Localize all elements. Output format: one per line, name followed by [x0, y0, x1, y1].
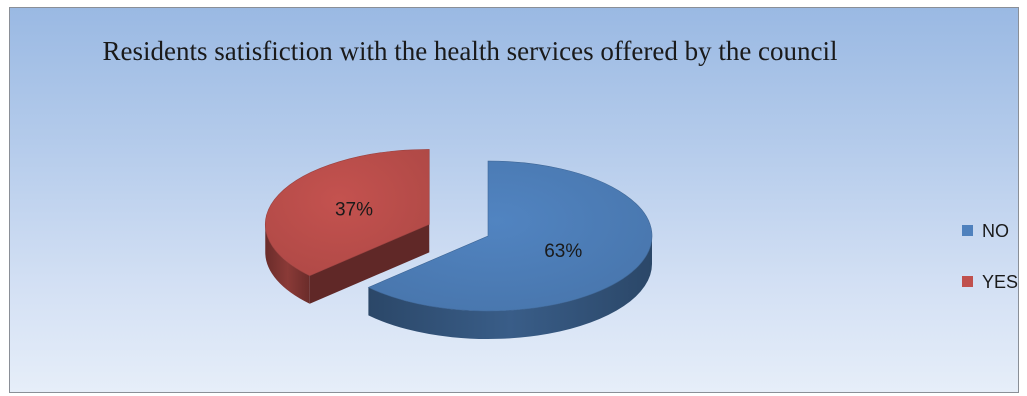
slice-outer-wall-no [368, 236, 652, 339]
legend-item-yes: YES [962, 271, 1018, 293]
data-label-no: 63% [544, 241, 582, 262]
pie-slice-yes [264, 149, 430, 277]
legend-swatch-yes [962, 276, 973, 287]
chart-area: Residents satisfiction with the health s… [9, 7, 1019, 393]
pie-slice-no [367, 160, 653, 312]
legend-label-no: NO [982, 221, 1009, 241]
pie-labels: 63% 37% [335, 199, 582, 261]
legend: NO YES [962, 220, 1018, 322]
legend-item-no: NO [962, 220, 1018, 242]
pie-tops [264, 149, 653, 312]
pie-chart: 63% 37% [264, 149, 653, 339]
chart-title: Residents satisfiction with the health s… [102, 36, 838, 66]
slice-cut-wall-yes [309, 224, 430, 304]
legend-swatch-no [962, 225, 973, 236]
data-label-yes: 37% [335, 199, 373, 220]
slice-outer-wall-yes [265, 224, 310, 304]
legend-label-yes: YES [982, 272, 1019, 292]
